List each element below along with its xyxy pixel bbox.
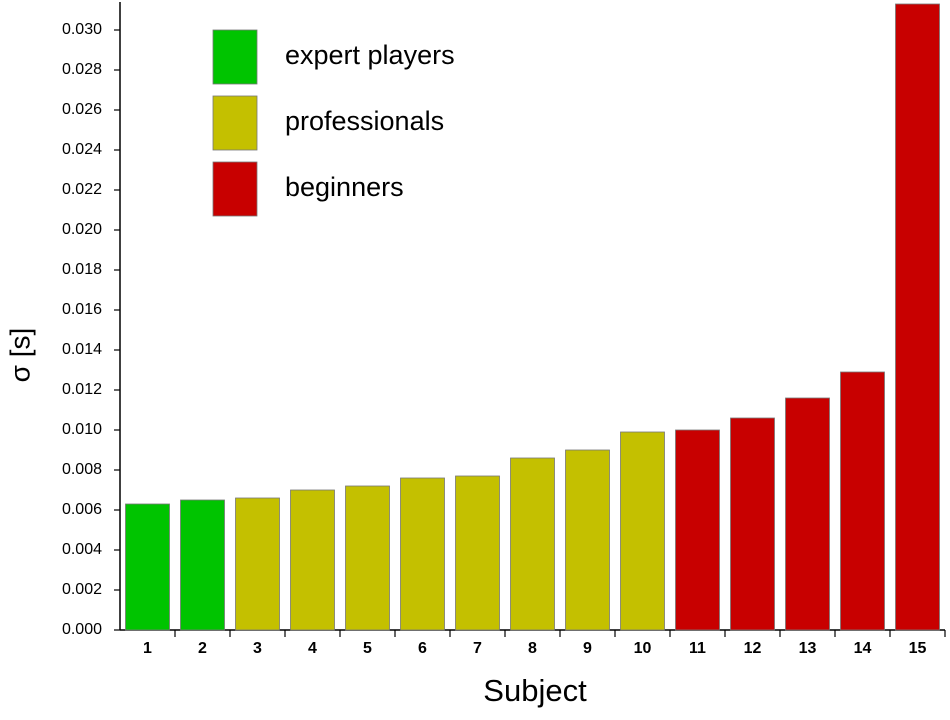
x-tick-label: 4	[308, 640, 317, 657]
legend-swatch	[212, 29, 258, 85]
y-axis-label: σ [s]	[4, 328, 35, 383]
x-tick-label: 5	[363, 640, 372, 657]
bar	[455, 475, 500, 631]
bar	[840, 371, 885, 631]
y-tick-label: 0.012	[62, 381, 102, 398]
legend-swatch	[212, 95, 258, 151]
bar	[895, 3, 940, 631]
bar	[675, 429, 720, 631]
y-tick-label: 0.008	[62, 461, 102, 478]
x-tick-label: 9	[583, 640, 592, 657]
x-tick-label: 2	[198, 640, 207, 657]
bar	[785, 397, 830, 631]
bar	[345, 485, 390, 631]
y-tick-label: 0.024	[62, 141, 102, 158]
y-tick-label: 0.014	[62, 341, 102, 358]
y-tick-label: 0.030	[62, 21, 102, 38]
bar	[565, 449, 610, 631]
y-tick-label: 0.026	[62, 101, 102, 118]
x-tick-label: 10	[634, 640, 652, 657]
bar	[180, 499, 225, 631]
y-tick-label: 0.000	[62, 621, 102, 638]
y-tick-label: 0.016	[62, 301, 102, 318]
bar	[620, 431, 665, 631]
legend-label: beginners	[285, 172, 404, 202]
y-tick-label: 0.010	[62, 421, 102, 438]
bar	[400, 477, 445, 631]
bar	[730, 417, 775, 631]
x-tick-label: 1	[143, 640, 152, 657]
x-tick-label: 12	[744, 640, 762, 657]
bar	[125, 503, 170, 631]
x-tick-label: 8	[528, 640, 537, 657]
x-tick-label: 6	[418, 640, 427, 657]
x-axis-label: Subject	[483, 673, 587, 708]
x-tick-label: 7	[473, 640, 482, 657]
y-tick-label: 0.020	[62, 221, 102, 238]
x-tick-label: 14	[854, 640, 872, 657]
y-tick-label: 0.028	[62, 61, 102, 78]
y-tick-label: 0.018	[62, 261, 102, 278]
legend-label: expert players	[285, 40, 455, 70]
x-tick-label: 3	[253, 640, 262, 657]
x-tick-label: 15	[909, 640, 927, 657]
bar	[510, 457, 555, 631]
x-tick-label: 13	[799, 640, 817, 657]
bar	[235, 497, 280, 631]
y-tick-label: 0.006	[62, 501, 102, 518]
x-tick-label: 11	[689, 640, 706, 657]
y-tick-label: 0.004	[62, 541, 102, 558]
y-tick-label: 0.002	[62, 581, 102, 598]
bar	[290, 489, 335, 631]
y-tick-label: 0.022	[62, 181, 102, 198]
legend-label: professionals	[285, 106, 444, 136]
legend-swatch	[212, 161, 258, 217]
